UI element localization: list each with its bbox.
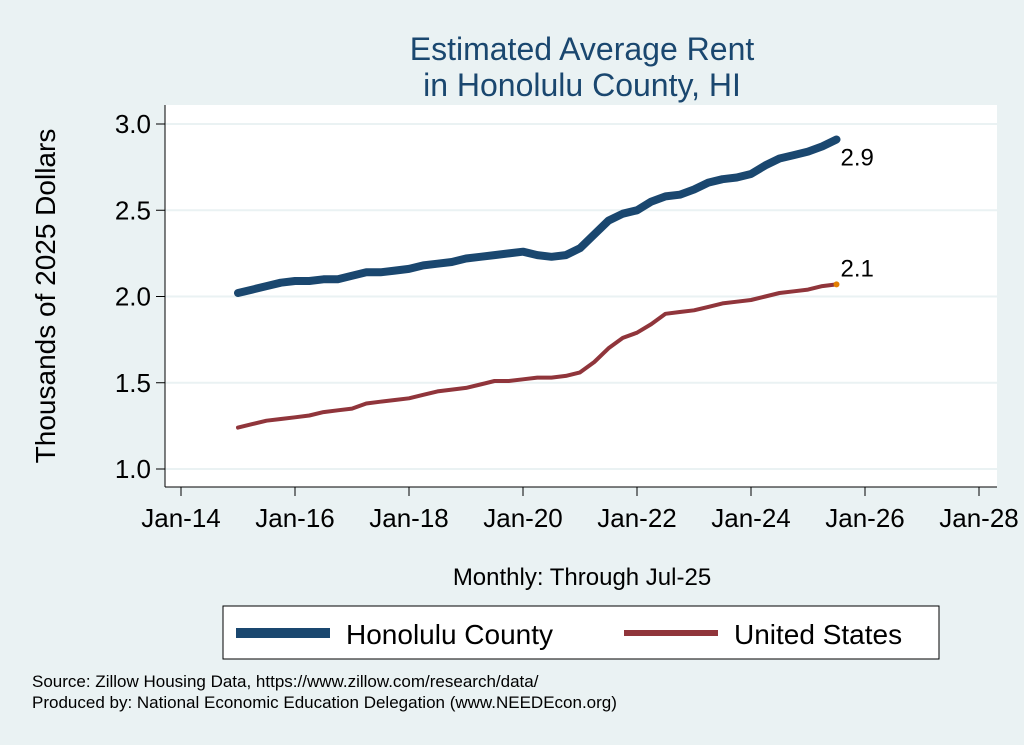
x-tick-label: Jan-14: [141, 503, 221, 533]
x-tick-label: Jan-26: [825, 503, 905, 533]
x-tick-label: Jan-28: [939, 503, 1019, 533]
y-axis: 1.0 1.5 2.0 2.5 3.0: [115, 105, 166, 487]
legend-box: [222, 605, 940, 660]
y-tick-label: 2.5: [115, 195, 151, 225]
legend: Honolulu County United States: [222, 605, 940, 660]
legend-label: United States: [734, 619, 902, 650]
y-tick-label: 2.0: [115, 282, 151, 312]
x-tick-label: Jan-22: [597, 503, 677, 533]
series-line-honolulu-county: [234, 135, 841, 297]
series-line-united-states: [236, 282, 839, 430]
series-end-marker: [833, 281, 840, 288]
x-tick-label: Jan-20: [483, 503, 563, 533]
x-tick-label: Jan-24: [711, 503, 791, 533]
chart-title-line-1: Estimated Average Rent: [410, 31, 755, 67]
grid-lines: [165, 123, 997, 470]
source-note: Source: Zillow Housing Data, https://www…: [32, 672, 539, 691]
x-tick-label: Jan-18: [369, 503, 449, 533]
series-end-label: 2.1: [841, 255, 874, 282]
chart-title-line-2: in Honolulu County, HI: [423, 67, 741, 103]
legend-label: Honolulu County: [346, 619, 553, 650]
x-axis-label: Monthly: Through Jul-25: [453, 564, 711, 591]
y-axis-label: Thousands of 2025 Dollars: [30, 129, 61, 464]
producer-note: Produced by: National Economic Education…: [32, 693, 617, 712]
y-tick-label: 1.0: [115, 454, 151, 484]
series-lines: 2.9 2.1: [234, 135, 874, 430]
x-tick-label: Jan-16: [255, 503, 335, 533]
series-end-label: 2.9: [841, 145, 874, 172]
x-axis: Jan-14 Jan-16 Jan-18 Jan-20 Jan-22 Jan-24 Jan-…: [141, 486, 1019, 533]
y-tick-label: 3.0: [115, 109, 151, 139]
y-tick-label: 1.5: [115, 368, 151, 398]
